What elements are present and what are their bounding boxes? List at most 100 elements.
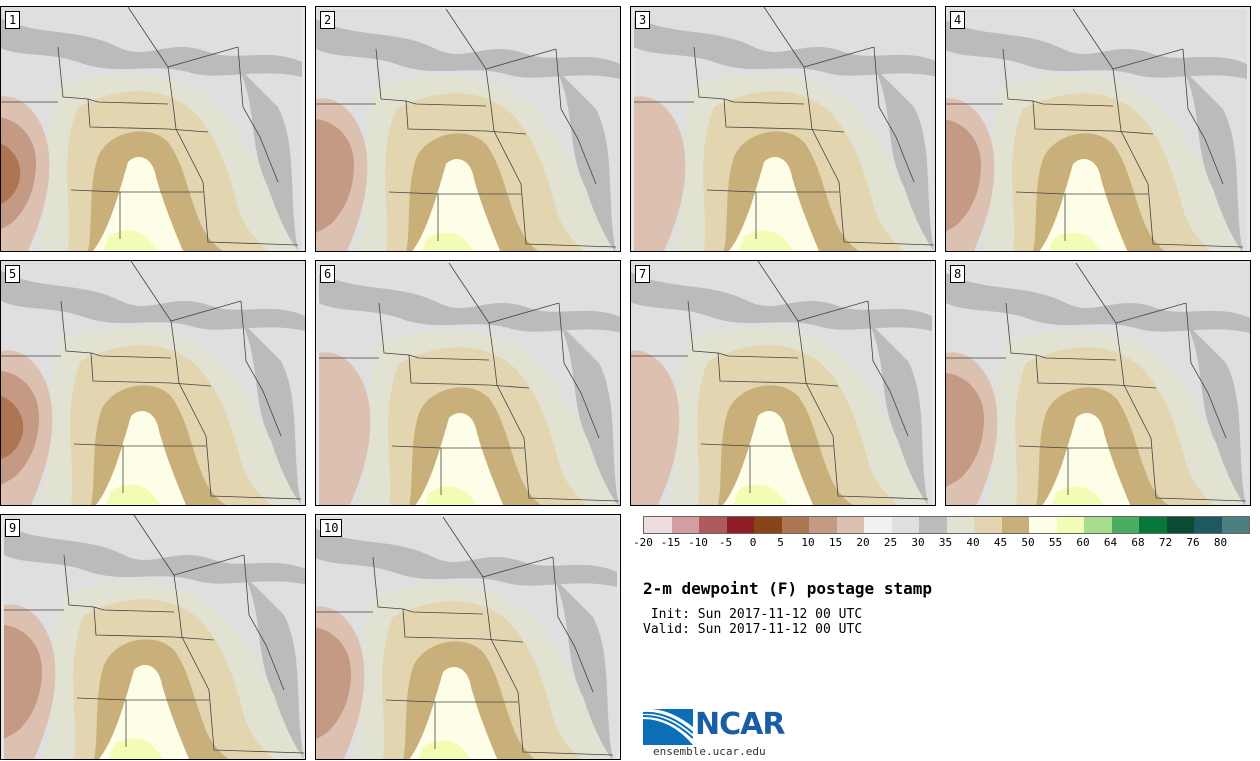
dry-air-region bbox=[1, 396, 24, 459]
dry-air-region bbox=[946, 119, 981, 232]
state-border bbox=[873, 46, 915, 183]
colorbar-swatch bbox=[1111, 517, 1139, 533]
dry-air-region bbox=[631, 350, 680, 505]
dewpoint-contour-region bbox=[106, 484, 161, 505]
figure-title: 2-m dewpoint (F) postage stamp bbox=[643, 579, 932, 598]
dewpoint-field-map bbox=[946, 262, 1250, 505]
state-border bbox=[687, 300, 839, 387]
state-border bbox=[1115, 322, 1152, 439]
colorbar-swatch bbox=[1084, 517, 1112, 533]
colorbar-swatch bbox=[891, 517, 919, 533]
dewpoint-contour-region bbox=[238, 67, 298, 251]
state-border bbox=[205, 435, 302, 500]
dewpoint-field-map bbox=[631, 261, 932, 505]
state-border bbox=[378, 302, 530, 389]
dewpoint-contour-region bbox=[319, 273, 620, 333]
member-label: 8 bbox=[950, 265, 966, 283]
colorbar-swatch bbox=[1166, 517, 1194, 533]
state-border bbox=[372, 556, 524, 643]
colorbar-swatch bbox=[919, 517, 947, 533]
state-border bbox=[517, 691, 614, 756]
member-label: 3 bbox=[635, 11, 651, 29]
colorbar-swatch bbox=[1221, 517, 1249, 533]
colorbar-tick-label: 15 bbox=[828, 536, 843, 549]
dry-air-region bbox=[316, 119, 354, 233]
colorbar-tick-label: 30 bbox=[911, 536, 925, 549]
member-panel-5: 5 bbox=[0, 260, 306, 506]
state-border bbox=[90, 352, 172, 359]
dewpoint-contour-region bbox=[418, 740, 472, 759]
member-label: 9 bbox=[5, 519, 21, 537]
dewpoint-field-map bbox=[316, 516, 617, 759]
state-border bbox=[445, 8, 557, 70]
state-border bbox=[867, 300, 909, 437]
dewpoint-contour-region bbox=[421, 232, 475, 251]
dewpoint-contour-region bbox=[424, 486, 478, 505]
state-border bbox=[375, 48, 527, 135]
state-border bbox=[442, 516, 554, 578]
colorbar-tick-label: -10 bbox=[688, 536, 708, 549]
state-border bbox=[693, 46, 845, 133]
state-border bbox=[485, 68, 522, 185]
state-border bbox=[757, 261, 869, 322]
state-border bbox=[127, 7, 239, 68]
dewpoint-contour-region bbox=[1039, 159, 1128, 251]
colorbar-tick-label: -5 bbox=[718, 536, 733, 549]
colorbar-swatch bbox=[836, 517, 864, 533]
state-border bbox=[1185, 302, 1227, 439]
state-border bbox=[723, 98, 805, 105]
state-border bbox=[57, 46, 209, 133]
colorbar-swatch bbox=[974, 517, 1002, 533]
dry-air-region bbox=[634, 96, 686, 251]
dewpoint-contour-region bbox=[415, 413, 504, 505]
dewpoint-contour-region bbox=[316, 528, 617, 587]
member-panel-8: 8 bbox=[945, 260, 1251, 506]
state-border bbox=[87, 98, 169, 105]
colorbar-tick-label: 40 bbox=[966, 536, 980, 549]
valid-time: Valid: Sun 2017-11-12 00 UTC bbox=[643, 622, 863, 637]
dewpoint-contour-region bbox=[946, 20, 1247, 79]
state-border bbox=[1147, 183, 1244, 248]
state-border bbox=[60, 300, 212, 387]
dewpoint-contour-region bbox=[412, 159, 501, 251]
colorbar-tick-label: 45 bbox=[993, 536, 1008, 549]
state-border bbox=[1182, 48, 1224, 185]
state-border bbox=[1075, 262, 1187, 324]
colorbar-swatch bbox=[699, 517, 727, 533]
member-label: 7 bbox=[635, 265, 651, 283]
dewpoint-contour-region bbox=[559, 323, 619, 505]
dewpoint-field-map bbox=[319, 262, 620, 505]
dewpoint-contour-region bbox=[1, 271, 305, 331]
dewpoint-contour-region bbox=[733, 484, 788, 505]
dewpoint-contour-region bbox=[874, 67, 934, 251]
dewpoint-contour-region bbox=[631, 272, 932, 331]
member-panel-3: 3 bbox=[630, 6, 936, 252]
state-border bbox=[243, 554, 285, 691]
state-border bbox=[173, 574, 210, 691]
state-border bbox=[402, 608, 484, 615]
colorbar-tick-label: 5 bbox=[777, 536, 784, 549]
dewpoint-contour-region bbox=[99, 665, 189, 759]
colorbar-tick-label: 72 bbox=[1158, 536, 1173, 549]
logo-wordmark: NCAR bbox=[695, 707, 785, 742]
dewpoint-contour-region bbox=[96, 411, 186, 505]
state-border bbox=[63, 554, 215, 641]
dewpoint-contour-region bbox=[1042, 413, 1131, 505]
state-border bbox=[832, 435, 929, 500]
dewpoint-contour-region bbox=[556, 69, 616, 251]
member-panel-9: 9 bbox=[0, 514, 306, 760]
colorbar-tick-labels: -20 -15 -10 -5 0 5 10 15 20 25 30 35 40 45 50 55 60 64 68 7… bbox=[632, 536, 1260, 550]
colorbar-swatch bbox=[726, 517, 754, 533]
dewpoint-contour-region bbox=[1, 18, 302, 77]
colorbar-tick-label: 68 bbox=[1131, 536, 1145, 549]
dry-air-region bbox=[4, 625, 42, 739]
state-border bbox=[130, 261, 242, 322]
dewpoint-contour-region bbox=[868, 321, 928, 505]
dewpoint-contour-region bbox=[1183, 69, 1243, 251]
state-border bbox=[488, 322, 525, 439]
state-border bbox=[555, 48, 597, 185]
member-label: 10 bbox=[320, 519, 343, 537]
init-time: Init: Sun 2017-11-12 00 UTC bbox=[643, 607, 863, 622]
state-border bbox=[170, 320, 207, 437]
state-border bbox=[803, 66, 840, 183]
